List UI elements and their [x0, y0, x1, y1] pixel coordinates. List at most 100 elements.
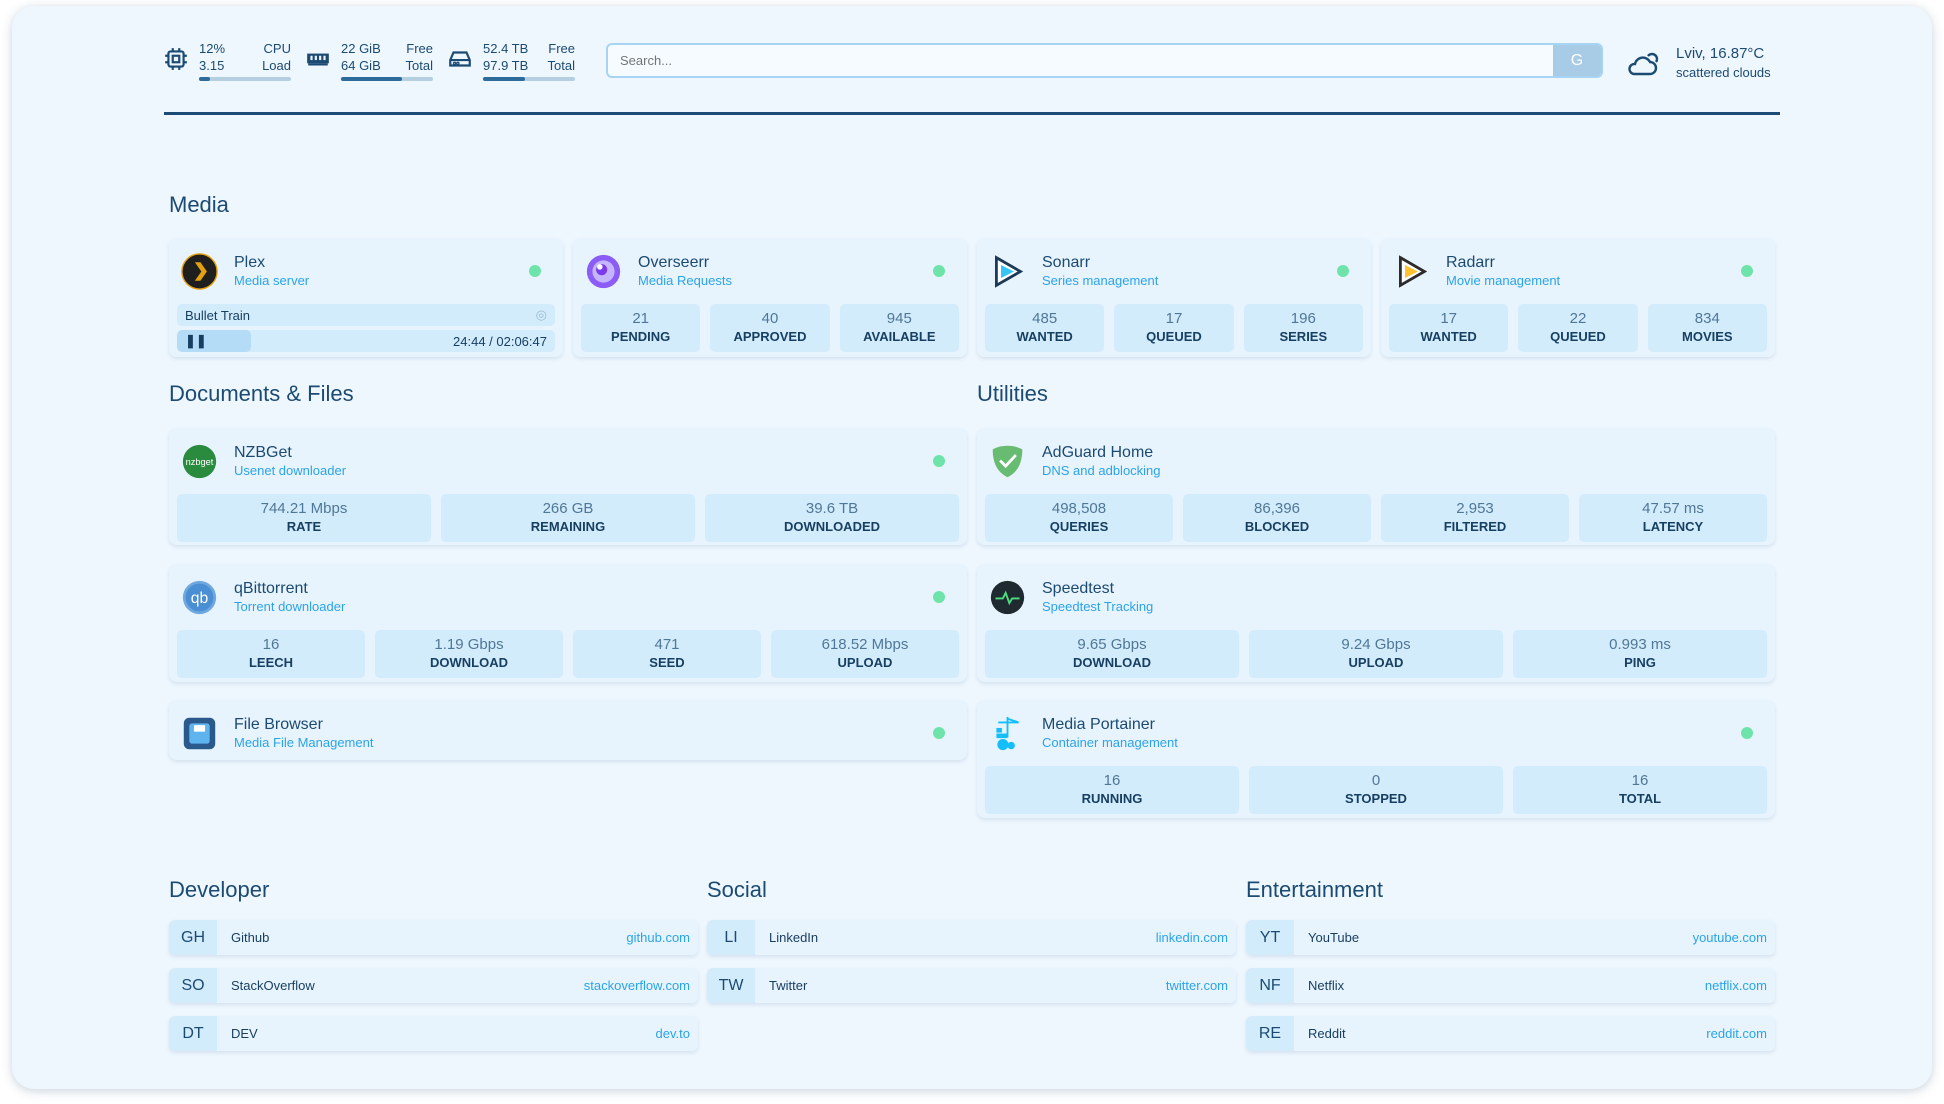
stat-value: 9.24 Gbps	[1341, 636, 1411, 653]
memory-widget: 22 GiB Free 64 GiB Total	[305, 40, 433, 81]
bookmark-url[interactable]: linkedin.com	[1155, 930, 1228, 945]
total-label: Total	[547, 58, 575, 73]
bookmark-twitter[interactable]: TW Twitter twitter.com	[707, 968, 1236, 1003]
bookmark-linkedin[interactable]: LI LinkedIn linkedin.com	[707, 920, 1236, 955]
search-input[interactable]	[608, 45, 1553, 76]
stat-value: 945	[886, 310, 912, 327]
search-provider-button[interactable]: G	[1553, 45, 1601, 76]
stat-value: 47.57 ms	[1642, 500, 1704, 517]
search-box: G	[606, 43, 1603, 78]
bookmark-url[interactable]: github.com	[626, 930, 690, 945]
disk-widget: 52.4 TB Free 97.9 TB Total	[447, 40, 575, 81]
status-dot	[933, 727, 945, 739]
stat-queued: 17 QUEUED	[1114, 304, 1234, 352]
radarr-card[interactable]: Radarr Movie management 17 WANTED 22 QUEUED 8…	[1381, 238, 1775, 357]
bookmark-abbr: NF	[1246, 968, 1294, 1003]
plex-card[interactable]: Plex Media server Bullet Train ◎ ❚❚ 24:44 /…	[169, 238, 563, 357]
nzbget-card[interactable]: nzbget NZBGet Usenet downloader 744.21 Mb…	[169, 428, 967, 545]
stat-value: 22	[1569, 310, 1587, 327]
load-label: Load	[262, 58, 291, 73]
speedtest-title: Speedtest	[1042, 579, 1115, 597]
free-label: Free	[548, 41, 575, 56]
stat-label: FILTERED	[1443, 519, 1507, 534]
plex-title: Plex	[234, 253, 266, 271]
ram-free: 22 GiB	[341, 41, 381, 56]
stat-value: 1.19 Gbps	[434, 636, 504, 653]
stat-label: AVAILABLE	[863, 329, 936, 344]
bookmark-url[interactable]: netflix.com	[1704, 978, 1767, 993]
disk-bar	[483, 77, 575, 81]
overseerr-card[interactable]: Overseerr Media Requests 21 PENDING 40 APPRO…	[573, 238, 967, 357]
adguard-subtitle: DNS and adblocking	[1042, 462, 1161, 478]
stat-label: TOTAL	[1618, 791, 1662, 806]
section-documents-files: Documents & Files	[169, 381, 354, 406]
bookmark-url[interactable]: reddit.com	[1706, 1026, 1767, 1041]
bookmark-url[interactable]: stackoverflow.com	[583, 978, 690, 993]
playback-progress[interactable]: ❚❚ 24:44 / 02:06:47	[177, 330, 555, 352]
speedtest-icon	[990, 580, 1025, 614]
stat-label: WANTED	[1420, 329, 1477, 344]
bookmark-abbr: RE	[1246, 1016, 1294, 1051]
cpu-widget: 12% CPU 3.15 Load	[163, 40, 291, 81]
total-label: Total	[405, 58, 433, 73]
now-playing-title: Bullet Train	[185, 307, 251, 323]
qbittorrent-card[interactable]: qb qBittorrent Torrent downloader 16 LEECH…	[169, 564, 967, 682]
bookmark-dev[interactable]: DT DEV dev.to	[169, 1016, 698, 1051]
adguard-title: AdGuard Home	[1042, 443, 1154, 461]
bookmark-youtube[interactable]: YT YouTube youtube.com	[1246, 920, 1775, 955]
filebrowser-subtitle: Media File Management	[234, 734, 374, 750]
bookmark-url[interactable]: twitter.com	[1165, 978, 1228, 993]
status-dot	[933, 455, 945, 467]
cpu-bar	[199, 77, 291, 81]
bookmark-abbr: YT	[1246, 920, 1294, 955]
bookmark-name: Reddit	[1308, 1026, 1346, 1041]
stat-label: DOWNLOAD	[430, 655, 508, 670]
speedtest-card[interactable]: Speedtest Speedtest Tracking 9.65 Gbps DOW…	[977, 564, 1775, 682]
bookmark-url[interactable]: youtube.com	[1692, 930, 1767, 945]
now-playing-title-row: Bullet Train ◎	[177, 304, 555, 326]
sonarr-subtitle: Series management	[1042, 272, 1159, 288]
stat-label: DOWNLOAD	[1073, 655, 1151, 670]
portainer-title: Media Portainer	[1042, 715, 1155, 733]
filebrowser-card[interactable]: File Browser Media File Management	[169, 700, 967, 760]
cpu-load: 3.15	[199, 58, 225, 73]
bookmark-netflix[interactable]: NF Netflix netflix.com	[1246, 968, 1775, 1003]
stat-value: 196	[1290, 310, 1316, 327]
stat-upload: 618.52 Mbps UPLOAD	[771, 630, 959, 678]
bookmark-name: StackOverflow	[231, 978, 315, 993]
bookmark-stackoverflow[interactable]: SO StackOverflow stackoverflow.com	[169, 968, 698, 1003]
status-dot	[1741, 265, 1753, 277]
stat-label: STOPPED	[1345, 791, 1407, 806]
speedtest-subtitle: Speedtest Tracking	[1042, 598, 1154, 614]
nzbget-title: NZBGet	[234, 443, 292, 461]
stat-remaining: 266 GB REMAINING	[441, 494, 695, 542]
stat-label: REMAINING	[530, 519, 606, 534]
stat-stopped: 0 STOPPED	[1249, 766, 1503, 814]
bookmark-github[interactable]: GH Github github.com	[169, 920, 698, 955]
stat-label: SEED	[649, 655, 685, 670]
stat-label: RUNNING	[1081, 791, 1143, 806]
section-media: Media	[169, 192, 229, 217]
ram-bar	[341, 77, 433, 81]
cpu-label: CPU	[263, 41, 291, 56]
stat-label: MOVIES	[1682, 329, 1733, 344]
radarr-subtitle: Movie management	[1446, 272, 1561, 288]
stat-label: DOWNLOADED	[783, 519, 881, 534]
portainer-card[interactable]: Media Portainer Container management 16 RU…	[977, 700, 1775, 818]
stat-upload: 9.24 Gbps UPLOAD	[1249, 630, 1503, 678]
stat-rate: 744.21 Mbps RATE	[177, 494, 431, 542]
stat-label: LEECH	[248, 655, 294, 670]
sonarr-card[interactable]: Sonarr Series management 485 WANTED 17 QUEUE…	[977, 238, 1371, 357]
stat-label: WANTED	[1016, 329, 1073, 344]
stat-movies: 834 MOVIES	[1647, 304, 1767, 352]
stat-running: 16 RUNNING	[985, 766, 1239, 814]
bookmark-abbr: DT	[169, 1016, 217, 1051]
stat-value: 40	[761, 310, 779, 327]
stat-queued: 22 QUEUED	[1518, 304, 1638, 352]
stat-value: 744.21 Mbps	[260, 500, 348, 517]
bookmark-url[interactable]: dev.to	[655, 1026, 690, 1041]
adguard-card[interactable]: AdGuard Home DNS and adblocking 498,508 QU…	[977, 428, 1775, 545]
bookmark-reddit[interactable]: RE Reddit reddit.com	[1246, 1016, 1775, 1051]
pause-icon[interactable]: ❚❚	[185, 333, 207, 348]
status-dot	[933, 591, 945, 603]
